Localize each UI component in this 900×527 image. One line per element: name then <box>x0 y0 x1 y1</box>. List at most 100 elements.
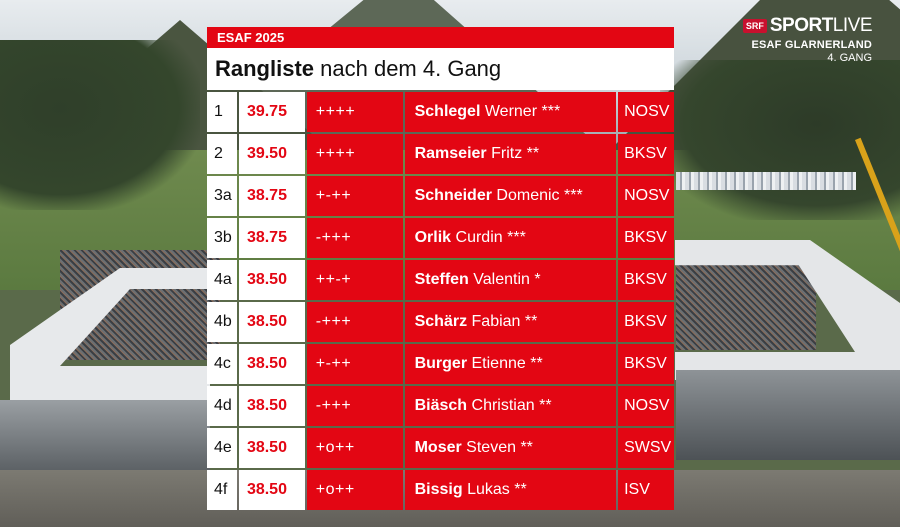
club-cell: BKSV <box>618 344 674 384</box>
last-name: Burger <box>414 355 468 372</box>
wrestler-name-cell: Bissig Lukas ** <box>404 470 617 510</box>
results-cell: ++++ <box>306 134 403 174</box>
results-cell: -+++ <box>306 302 403 342</box>
rank-cell: 4f <box>207 470 237 510</box>
rank-cell: 3b <box>207 218 237 258</box>
results-cell: +-++ <box>306 176 403 216</box>
panel-title: Rangliste nach dem 4. Gang <box>207 48 674 90</box>
wrestler-name-cell: Orlik Curdin *** <box>404 218 617 258</box>
stars: *** <box>564 187 583 204</box>
points-cell: 38.50 <box>238 428 305 468</box>
stars: *** <box>541 103 561 120</box>
ranking-row: 2 39.50 ++++ Ramseier Fritz ** BKSV <box>207 134 674 174</box>
stars: ** <box>514 481 527 498</box>
event-label: ESAF 2025 <box>207 27 674 48</box>
points-cell: 38.75 <box>238 218 305 258</box>
broadcast-logo: SRF SPORTLIVE ESAF GLARNERLAND 4. GANG <box>742 15 873 65</box>
last-name: Moser <box>414 439 462 456</box>
stars: * <box>534 271 541 288</box>
first-name: Fabian <box>471 313 521 330</box>
last-name: Schneider <box>414 187 492 204</box>
ranking-row: 1 39.75 ++++ Schlegel Werner *** NOSV <box>207 92 674 132</box>
event-line: ESAF GLARNERLAND <box>751 39 872 51</box>
results-cell: ++++ <box>306 92 403 132</box>
rank-cell: 4e <box>207 428 237 468</box>
brand-main: SPORT <box>769 15 833 36</box>
round-line: 4. GANG <box>827 52 872 64</box>
last-name: Biäsch <box>414 397 468 414</box>
points-cell: 38.50 <box>238 344 305 384</box>
forest <box>0 40 200 210</box>
ranking-row: 4c 38.50 +-++ Burger Etienne ** BKSV <box>207 344 674 384</box>
club-cell: BKSV <box>618 302 674 342</box>
tents <box>676 172 856 190</box>
stars: ** <box>530 355 543 372</box>
first-name: Curdin <box>455 229 503 246</box>
points-cell: 38.50 <box>238 386 305 426</box>
brand-wordmark: SPORTLIVE <box>769 15 873 36</box>
club-cell: BKSV <box>618 134 674 174</box>
club-cell: ISV <box>618 470 674 510</box>
ranking-list: 1 39.75 ++++ Schlegel Werner *** NOSV 2 … <box>207 92 674 510</box>
stadium-stand <box>676 370 900 460</box>
wrestler-name-cell: Moser Steven ** <box>404 428 617 468</box>
stars: *** <box>507 229 526 246</box>
last-name: Bissig <box>414 481 463 498</box>
results-cell: +o++ <box>306 428 403 468</box>
first-name: Lukas <box>467 481 510 498</box>
points-cell: 39.75 <box>238 92 305 132</box>
wrestler-name-cell: Burger Etienne ** <box>404 344 617 384</box>
ranking-row: 4a 38.50 ++-+ Steffen Valentin * BKSV <box>207 260 674 300</box>
points-cell: 39.50 <box>238 134 305 174</box>
first-name: Fritz <box>491 145 523 162</box>
last-name: Schlegel <box>414 103 481 120</box>
rank-cell: 3a <box>207 176 237 216</box>
stars: ** <box>526 145 540 162</box>
club-cell: BKSV <box>618 260 674 300</box>
stadium-stand <box>0 400 210 480</box>
first-name: Domenic <box>496 187 560 204</box>
club-cell: NOSV <box>618 176 674 216</box>
points-cell: 38.75 <box>238 176 305 216</box>
rank-cell: 1 <box>207 92 237 132</box>
last-name: Steffen <box>414 271 469 288</box>
points-cell: 38.50 <box>238 302 305 342</box>
rank-cell: 4a <box>207 260 237 300</box>
ranking-row: 4b 38.50 -+++ Schärz Fabian ** BKSV <box>207 302 674 342</box>
srf-badge: SRF <box>742 19 767 33</box>
title-strong: Rangliste <box>215 56 315 81</box>
first-name: Valentin <box>473 271 530 288</box>
rank-cell: 4d <box>207 386 237 426</box>
stars: ** <box>520 439 533 456</box>
club-cell: NOSV <box>618 92 674 132</box>
rank-cell: 2 <box>207 134 237 174</box>
ranking-row: 4e 38.50 +o++ Moser Steven ** SWSV <box>207 428 674 468</box>
crowd <box>676 260 816 350</box>
rank-cell: 4c <box>207 344 237 384</box>
results-cell: +o++ <box>306 470 403 510</box>
ranking-row: 4d 38.50 -+++ Biäsch Christian ** NOSV <box>207 386 674 426</box>
forest <box>660 60 900 220</box>
results-cell: +-++ <box>306 344 403 384</box>
first-name: Etienne <box>471 355 526 372</box>
club-cell: NOSV <box>618 386 674 426</box>
club-cell: SWSV <box>618 428 674 468</box>
stars: ** <box>524 313 538 330</box>
ranking-row: 3b 38.75 -+++ Orlik Curdin *** BKSV <box>207 218 674 258</box>
wrestler-name-cell: Schlegel Werner *** <box>404 92 617 132</box>
results-cell: -+++ <box>306 386 403 426</box>
wrestler-name-cell: Schneider Domenic *** <box>404 176 617 216</box>
wrestler-name-cell: Steffen Valentin * <box>404 260 617 300</box>
brand-live: LIVE <box>832 15 873 36</box>
points-cell: 38.50 <box>238 260 305 300</box>
results-cell: -+++ <box>306 218 403 258</box>
wrestler-name-cell: Ramseier Fritz ** <box>404 134 617 174</box>
ranking-panel: ESAF 2025 Rangliste nach dem 4. Gang 1 3… <box>207 27 674 512</box>
last-name: Schärz <box>414 313 468 330</box>
wrestler-name-cell: Schärz Fabian ** <box>404 302 617 342</box>
wrestler-name-cell: Biäsch Christian ** <box>404 386 617 426</box>
first-name: Steven <box>466 439 516 456</box>
stars: ** <box>539 397 552 414</box>
last-name: Orlik <box>414 229 452 246</box>
club-cell: BKSV <box>618 218 674 258</box>
